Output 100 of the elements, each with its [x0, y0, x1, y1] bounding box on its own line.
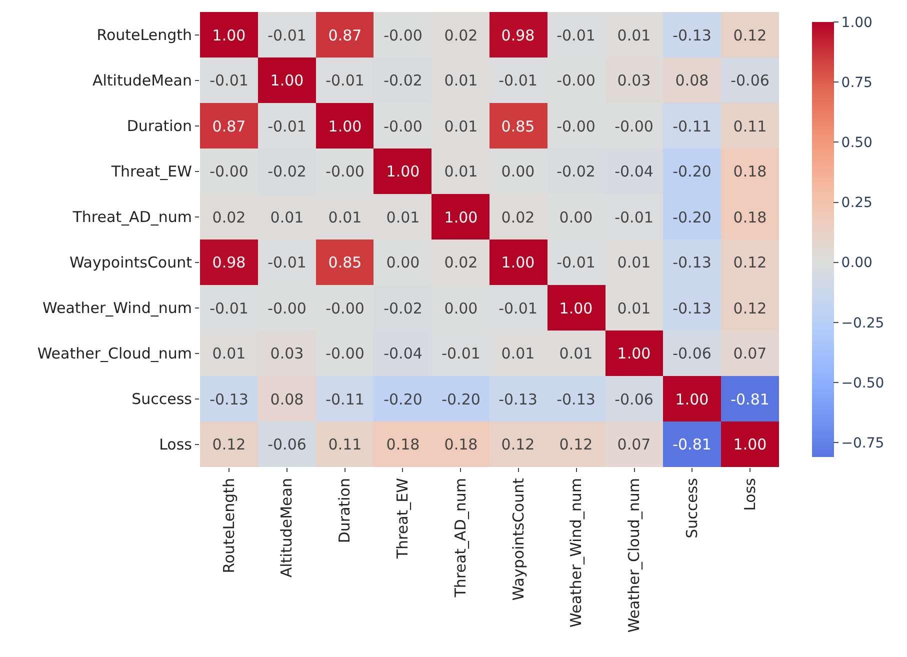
data-label: -0.04	[384, 344, 422, 362]
data-label: -0.01	[556, 26, 596, 44]
data-label: 1.00	[617, 344, 651, 362]
data-label: -0.00	[268, 299, 306, 318]
data-label: 0.12	[733, 299, 767, 318]
data-label: 0.07	[617, 435, 651, 454]
data-label: -0.20	[442, 390, 480, 408]
data-label: -0.20	[384, 390, 422, 408]
data-label: 1.00	[270, 71, 304, 90]
data-label: 0.85	[501, 117, 535, 136]
data-label: 0.00	[444, 299, 478, 318]
data-label: -0.01	[268, 253, 306, 272]
x-tick-label: Weather_Wind_num	[567, 478, 586, 628]
x-tick-label: Duration	[336, 478, 354, 544]
data-label: 0.02	[444, 26, 478, 44]
data-label: -0.00	[384, 26, 422, 44]
x-tick-label: Loss	[740, 478, 759, 511]
data-label: 0.01	[617, 299, 651, 318]
data-label: 0.00	[559, 208, 593, 226]
data-label: 0.01	[501, 344, 535, 362]
data-label: 0.01	[270, 208, 304, 226]
data-label: 0.12	[559, 435, 593, 454]
data-label: -0.06	[730, 71, 770, 90]
data-label: 0.02	[444, 253, 478, 272]
data-label: 0.87	[212, 117, 246, 136]
color-bar-label: 1.00	[841, 14, 872, 31]
data-label: 0.03	[617, 71, 651, 90]
y-tick-label: RouteLength	[96, 26, 192, 44]
data-label: 0.01	[444, 71, 478, 90]
data-label: 0.00	[386, 253, 420, 272]
data-label: 1.00	[212, 26, 246, 44]
data-label: 0.02	[501, 208, 535, 226]
y-tick-label: AltitudeMean	[92, 72, 192, 90]
data-label: -0.01	[614, 208, 654, 226]
data-label: 0.01	[212, 344, 246, 362]
color-bar-label: 0.75	[841, 74, 872, 91]
data-label: 0.01	[617, 26, 651, 44]
data-label: -0.20	[672, 162, 712, 180]
data-label: 0.08	[270, 390, 304, 408]
data-label: -0.00	[614, 117, 654, 136]
data-label: 1.00	[386, 162, 420, 180]
y-tick-label: Success	[132, 390, 192, 408]
y-tick-label: WaypointsCount	[69, 254, 192, 272]
data-label: -0.01	[210, 299, 248, 318]
data-label: 0.12	[212, 435, 246, 454]
data-label: 0.98	[501, 26, 535, 44]
data-label: -0.01	[498, 299, 538, 318]
data-label: -0.04	[614, 162, 654, 180]
data-label: -0.13	[672, 299, 712, 318]
x-tick-label: Threat_EW	[394, 478, 412, 560]
data-label: 0.02	[212, 208, 246, 226]
data-label: -0.11	[672, 117, 712, 136]
data-label: -0.00	[556, 71, 596, 90]
data-label: 1.00	[733, 435, 767, 454]
data-label: 0.03	[270, 344, 304, 362]
data-label: 0.18	[733, 208, 767, 226]
x-tick-label: Weather_Cloud_num	[625, 478, 644, 633]
data-label: -0.00	[326, 299, 364, 318]
y-tick-label: Threat_EW	[110, 162, 192, 180]
data-label: -0.13	[210, 390, 248, 408]
data-label: 0.01	[444, 162, 478, 180]
color-bar-label: 0.00	[841, 255, 872, 272]
data-label: 0.01	[386, 208, 420, 226]
data-label: -0.13	[672, 26, 712, 44]
color-bar-label: −0.75	[841, 435, 884, 452]
data-label: -0.01	[268, 117, 306, 136]
y-tick-label: Weather_Wind_num	[42, 299, 192, 317]
data-label: -0.00	[210, 162, 248, 180]
data-label: -0.02	[384, 299, 422, 318]
data-label: -0.01	[210, 71, 248, 90]
data-label: 0.11	[328, 435, 362, 454]
data-label: 0.18	[733, 162, 767, 180]
data-label: -0.13	[672, 253, 712, 272]
data-label: -0.20	[672, 208, 712, 226]
y-tick-label: Weather_Cloud_num	[37, 344, 192, 362]
data-label: 0.18	[386, 435, 420, 454]
color-bar-label: −0.25	[841, 315, 884, 332]
data-label: 0.01	[559, 344, 593, 362]
data-label: 0.85	[328, 253, 362, 272]
x-tick-label: WaypointsCount	[509, 478, 528, 601]
y-tick-label: Duration	[126, 117, 192, 135]
data-label: 1.00	[501, 253, 535, 272]
color-bar-label: 0.50	[841, 135, 872, 152]
data-label: -0.06	[672, 344, 712, 362]
color-bar-label: −0.50	[841, 375, 884, 392]
data-label: 0.08	[675, 71, 709, 90]
data-label: -0.00	[384, 117, 422, 136]
data-label: -0.06	[268, 435, 306, 454]
data-label: 0.00	[501, 162, 535, 180]
y-tick-label: Loss	[159, 436, 192, 454]
data-label: 0.12	[733, 253, 767, 272]
data-label: -0.01	[556, 253, 596, 272]
data-label: 0.98	[212, 253, 246, 272]
data-label: -0.02	[384, 71, 422, 90]
data-label: -0.00	[326, 344, 364, 362]
data-label: 1.00	[675, 390, 709, 408]
data-label: 0.01	[617, 253, 651, 272]
data-label: 0.87	[328, 26, 362, 44]
data-label: 0.11	[733, 117, 767, 136]
data-label: -0.01	[498, 71, 538, 90]
